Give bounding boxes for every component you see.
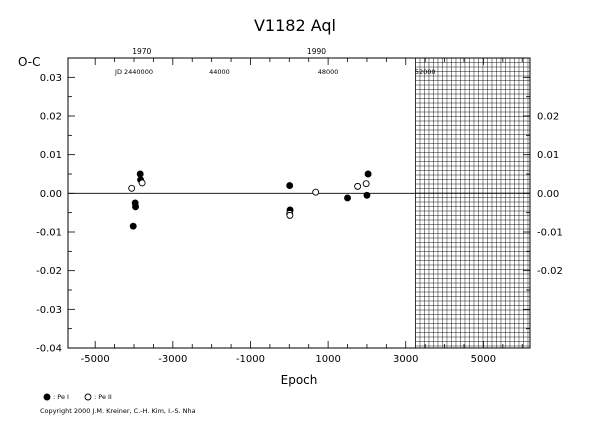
x-tick-label: 3000 — [393, 354, 418, 365]
jd-label: JD 2440000 — [114, 68, 153, 76]
copyright-note: Copyright 2000 J.M. Kreiner, C.-H. Kim, … — [40, 407, 196, 415]
legend-marker-pe-ii — [84, 393, 92, 401]
plot-frame — [67, 57, 531, 349]
y-tick-label-right: 0.02 — [537, 112, 559, 123]
y-tick-label-right: -0.01 — [537, 228, 563, 239]
x-tick-label: -1000 — [236, 354, 265, 365]
point-pe-ii — [128, 184, 136, 192]
legend-marker-pe-i — [43, 393, 51, 401]
jd-label: 52000 — [415, 68, 436, 76]
y-tick-label-left: 0.02 — [40, 112, 62, 123]
legend-label: : Pe II — [94, 393, 112, 401]
y-tick-label-right: -0.02 — [537, 266, 563, 277]
point-pe-ii — [138, 179, 146, 187]
point-pe-i — [363, 191, 371, 199]
point-pe-ii — [286, 211, 294, 219]
y-tick-label-left: -0.04 — [36, 344, 62, 355]
point-pe-i — [136, 170, 144, 178]
x-tick-label: -5000 — [81, 354, 110, 365]
legend: : Pe I : Pe II — [43, 393, 112, 401]
point-pe-i — [364, 170, 372, 178]
hatch-border — [415, 58, 530, 348]
year-label: 1970 — [132, 47, 151, 56]
y-tick-label-left: 0.00 — [40, 189, 62, 200]
y-axis-label: O-C — [18, 55, 41, 69]
point-pe-i — [129, 222, 137, 230]
y-tick-label-left: -0.02 — [36, 266, 62, 277]
future-hatch-region — [415, 58, 530, 348]
jd-label: 44000 — [209, 68, 230, 76]
y-tick-label-right: 0.00 — [537, 189, 559, 200]
x-axis-label: Epoch — [281, 373, 318, 387]
chart-title: V1182 Aql — [254, 16, 336, 35]
x-tick-label: -3000 — [158, 354, 187, 365]
tick-labels: -5000 -3000 -1000 1000 3000 5000 0.03 0.02 0.01 0… — [36, 47, 563, 365]
point-pe-ii — [312, 188, 320, 196]
point-pe-i — [344, 194, 351, 202]
point-pe-i — [132, 203, 140, 211]
y-tick-label-left: 0.03 — [40, 73, 62, 84]
point-pe-ii — [362, 180, 370, 188]
jd-label: 48000 — [318, 68, 339, 76]
y-tick-label-left: -0.01 — [36, 228, 62, 239]
ticks — [68, 57, 530, 349]
data-points — [128, 170, 372, 230]
y-tick-label-right: 0.01 — [537, 150, 559, 161]
point-pe-ii — [354, 182, 362, 190]
x-tick-label: 1000 — [315, 354, 340, 365]
legend-label: : Pe I — [53, 393, 69, 401]
point-pe-i — [286, 182, 294, 190]
x-tick-label: 5000 — [471, 354, 496, 365]
year-label: 1990 — [307, 47, 326, 56]
y-tick-label-left: 0.01 — [40, 150, 62, 161]
y-tick-label-left: -0.03 — [36, 305, 62, 316]
